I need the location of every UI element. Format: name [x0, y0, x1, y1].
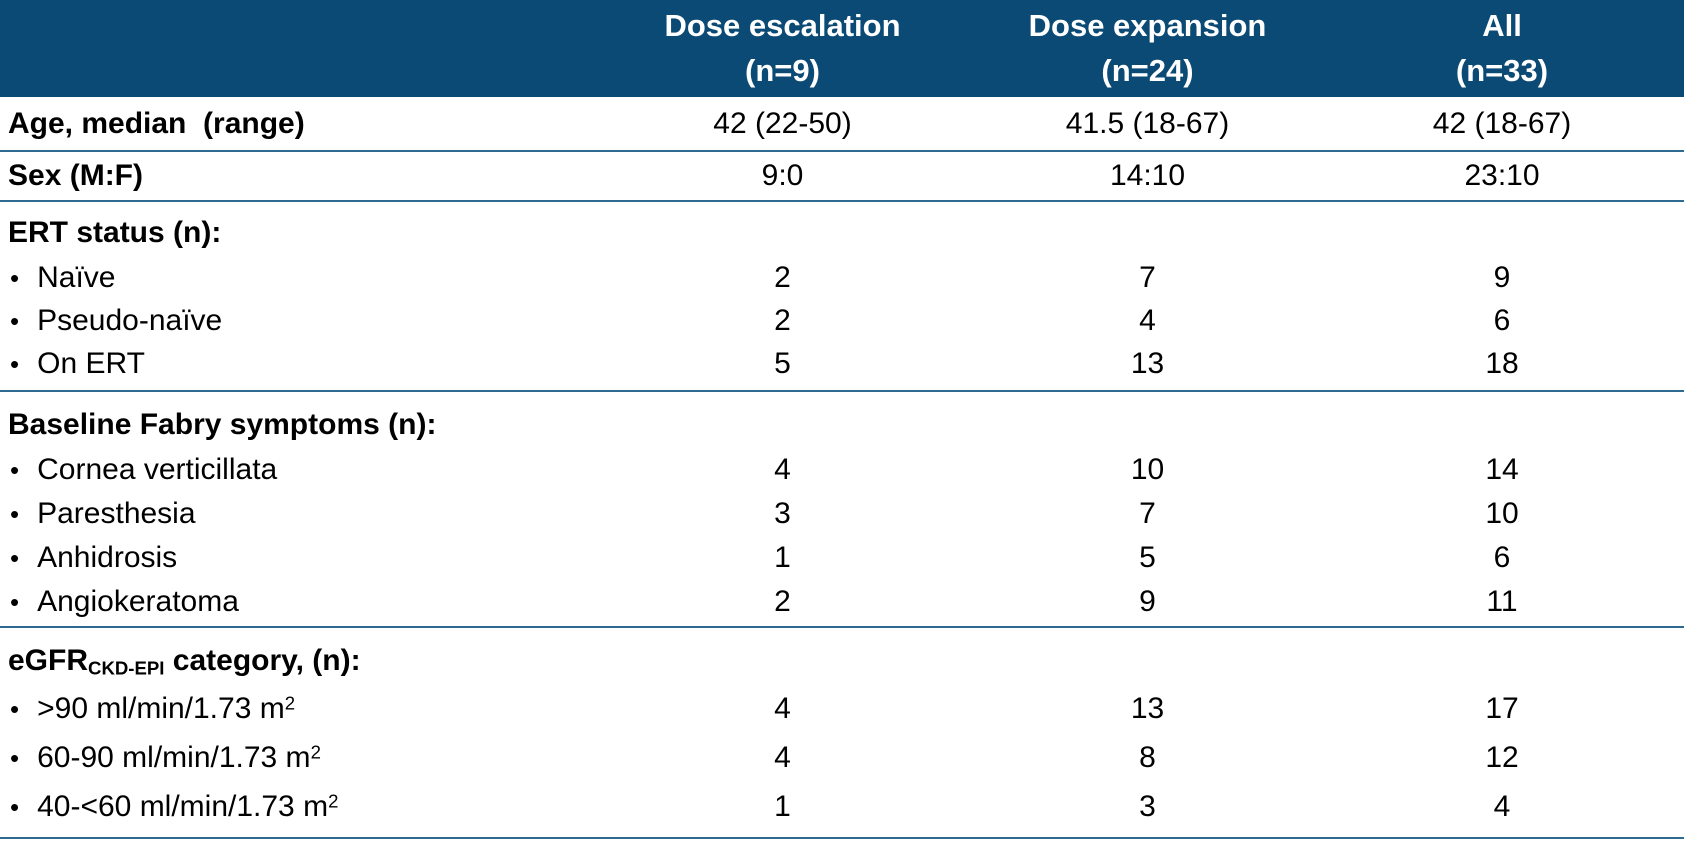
cell-naive-all: 9	[1493, 260, 1511, 294]
column-header-all: All (n=33)	[1320, 4, 1684, 92]
section-header-row: Baseline Fabry symptoms (n):	[0, 402, 1684, 448]
table-row-on-ert: • On ERT 5 13 18	[0, 342, 1684, 385]
table-row-egfr-60-90: • 60-90 ml/min/1.73 m2 4 8 12	[0, 733, 1684, 782]
cell-paresthesia-all: 10	[1485, 497, 1519, 530]
table-row-cornea: • Cornea verticillata 4 10 14	[0, 448, 1684, 492]
row-label-on-ert: • On ERT	[10, 346, 145, 380]
row-label-sex: Sex (M:F)	[8, 159, 143, 192]
column-header-dose-escalation: Dose escalation (n=9)	[590, 4, 975, 92]
table-row-egfr-40-60: • 40-<60 ml/min/1.73 m2 1 3 4	[0, 782, 1684, 831]
cell-anhidrosis-expansion: 5	[1139, 541, 1156, 574]
row-label-egfr-60-90: • 60-90 ml/min/1.73 m2	[10, 740, 321, 774]
row-label-anhidrosis: • Anhidrosis	[10, 541, 178, 574]
row-label-egfr-gt90: • >90 ml/min/1.73 m2	[10, 691, 296, 725]
bullet-icon: •	[10, 455, 20, 485]
table-row-sex: Sex (M:F) 9:0 14:10 23:10	[0, 152, 1684, 202]
bullet-icon: •	[10, 262, 20, 293]
bullet-icon: •	[10, 742, 20, 773]
column-header-n: (n=33)	[1455, 52, 1549, 88]
egfr-subscript: CKD-EPI	[88, 657, 165, 679]
row-label-angiokeratoma: • Angiokeratoma	[10, 585, 239, 618]
cell-naive-expansion: 7	[1139, 260, 1156, 294]
cell-paresthesia-expansion: 7	[1139, 497, 1156, 530]
cell-egfr-gt90-escalation: 4	[774, 691, 791, 725]
bullet-icon: •	[10, 543, 20, 573]
row-label-egfr-40-60: • 40-<60 ml/min/1.73 m2	[10, 789, 339, 823]
bullet-icon: •	[10, 305, 20, 336]
cell-angiokeratoma-escalation: 2	[774, 585, 791, 618]
cell-egfr-60-90-escalation: 4	[774, 740, 791, 774]
cell-sex-expansion: 14:10	[1109, 159, 1186, 192]
cell-on-ert-all: 18	[1485, 346, 1519, 380]
section-header-egfr: eGFRCKD-EPI category, (n):	[8, 644, 361, 679]
cell-egfr-40-60-expansion: 3	[1139, 789, 1156, 823]
section-ert-status: ERT status (n): • Naïve 2 7 9 • Pseudo-naï…	[0, 202, 1684, 392]
cell-cornea-escalation: 4	[774, 453, 791, 486]
cell-angiokeratoma-expansion: 9	[1139, 585, 1156, 618]
cell-age-escalation: 42 (22-50)	[713, 106, 852, 140]
column-header-title: Dose escalation	[664, 8, 901, 44]
column-header-dose-expansion: Dose expansion (n=24)	[975, 4, 1320, 92]
squared-superscript: 2	[284, 692, 296, 714]
cell-cornea-expansion: 10	[1130, 453, 1165, 486]
cell-on-ert-escalation: 5	[774, 346, 791, 380]
cell-pseudo-naive-expansion: 4	[1139, 303, 1156, 337]
squared-superscript: 2	[328, 790, 339, 812]
cell-pseudo-naive-escalation: 2	[774, 303, 791, 337]
row-label-cornea: • Cornea verticillata	[10, 453, 278, 486]
table-row-anhidrosis: • Anhidrosis 1 5 6	[0, 536, 1684, 580]
row-label-naive: • Naïve	[10, 260, 116, 294]
cell-egfr-40-60-escalation: 1	[774, 789, 791, 823]
squared-superscript: 2	[310, 741, 321, 763]
table-row-paresthesia: • Paresthesia 3 7 10	[0, 492, 1684, 536]
column-header-title: All	[1482, 8, 1522, 44]
row-label-paresthesia: • Paresthesia	[10, 497, 196, 530]
cell-anhidrosis-all: 6	[1493, 541, 1511, 574]
cell-paresthesia-escalation: 3	[774, 497, 791, 530]
bullet-icon: •	[10, 587, 20, 617]
cell-egfr-gt90-expansion: 13	[1130, 691, 1165, 725]
row-label-age: Age, median (range)	[8, 106, 305, 140]
bullet-icon: •	[10, 693, 20, 724]
bullet-icon: •	[10, 348, 20, 379]
table-row-pseudo-naive: • Pseudo-naïve 2 4 6	[0, 299, 1684, 342]
section-header-row: ERT status (n):	[0, 210, 1684, 256]
cell-sex-escalation: 9:0	[761, 159, 804, 192]
cell-egfr-gt90-all: 17	[1485, 691, 1519, 725]
cell-pseudo-naive-all: 6	[1493, 303, 1511, 337]
bullet-icon: •	[10, 499, 20, 529]
section-header-ert: ERT status (n):	[8, 216, 222, 249]
table-row-angiokeratoma: • Angiokeratoma 2 9 11	[0, 580, 1684, 624]
cell-naive-escalation: 2	[774, 260, 791, 294]
column-header-n: (n=9)	[745, 52, 820, 88]
cell-age-expansion: 41.5 (18-67)	[1065, 106, 1230, 140]
cell-egfr-60-90-all: 12	[1485, 740, 1519, 774]
cell-anhidrosis-escalation: 1	[774, 541, 791, 574]
cell-sex-all: 23:10	[1464, 159, 1540, 192]
table-row-naive: • Naïve 2 7 9	[0, 256, 1684, 299]
column-header-title: Dose expansion	[1028, 8, 1267, 44]
cell-angiokeratoma-all: 11	[1486, 585, 1518, 618]
cell-egfr-60-90-expansion: 8	[1139, 740, 1156, 774]
section-header-fabry: Baseline Fabry symptoms (n):	[8, 408, 437, 441]
cell-age-all: 42 (18-67)	[1432, 106, 1572, 140]
cell-egfr-40-60-all: 4	[1493, 789, 1511, 823]
row-label-pseudo-naive: • Pseudo-naïve	[10, 303, 223, 337]
table-row-age: Age, median (range) 42 (22-50) 41.5 (18-…	[0, 97, 1684, 152]
table-header-row: Dose escalation (n=9) Dose expansion (n=…	[0, 0, 1684, 97]
cell-on-ert-expansion: 13	[1130, 346, 1165, 380]
bullet-icon: •	[10, 791, 20, 822]
section-fabry-symptoms: Baseline Fabry symptoms (n): • Cornea ver…	[0, 392, 1684, 628]
table-row-egfr-gt90: • >90 ml/min/1.73 m2 4 13 17	[0, 684, 1684, 733]
cell-cornea-all: 14	[1485, 453, 1519, 486]
section-egfr-category: eGFRCKD-EPI category, (n): • >90 ml/min/1…	[0, 628, 1684, 839]
section-header-row: eGFRCKD-EPI category, (n):	[0, 638, 1684, 684]
column-header-n: (n=24)	[1101, 52, 1194, 88]
